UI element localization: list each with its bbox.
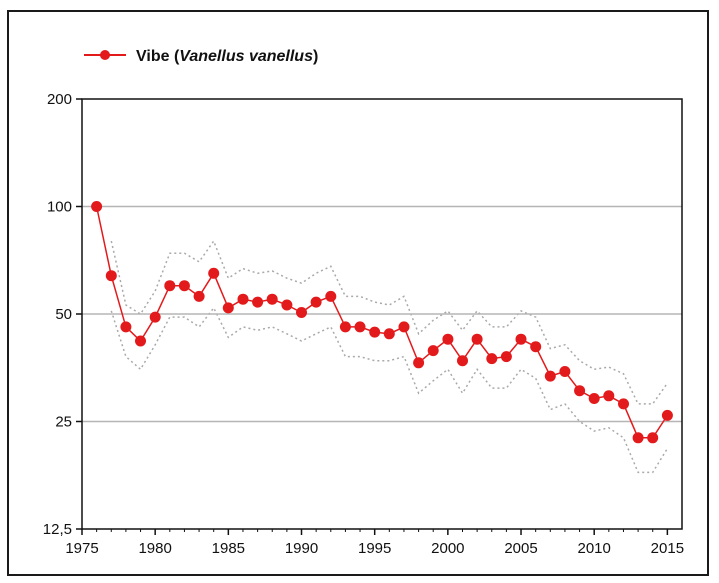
series-line <box>95 206 669 439</box>
data-point <box>442 333 454 345</box>
legend-label-suffix: ) <box>313 48 318 65</box>
data-point <box>457 355 468 367</box>
data-point <box>500 351 512 363</box>
data-point <box>618 398 629 410</box>
data-point <box>178 280 190 292</box>
x-tick-label: 1975 <box>65 540 98 557</box>
data-point <box>91 201 103 212</box>
data-point <box>530 341 542 353</box>
x-tick-label: 2010 <box>578 540 611 557</box>
data-point <box>164 280 176 292</box>
x-tick-label: 1990 <box>285 540 318 557</box>
data-point <box>354 321 366 333</box>
data-point <box>661 409 673 421</box>
data-point <box>222 302 234 314</box>
legend: Vibe (Vanellus vanellus) <box>84 48 318 65</box>
data-point <box>237 293 249 305</box>
data-point <box>252 296 264 308</box>
y-tick-label: 100 <box>47 199 72 216</box>
data-point <box>588 393 600 404</box>
confidence-band <box>110 239 669 474</box>
data-point <box>544 370 556 382</box>
y-tick-label: 200 <box>47 91 72 108</box>
x-tick-label: 1985 <box>212 540 245 557</box>
chart-frame <box>7 10 709 576</box>
data-point <box>632 432 644 444</box>
data-point <box>603 390 615 402</box>
y-tick-label: 12,5 <box>43 521 72 538</box>
data-point <box>266 293 278 305</box>
data-point <box>398 321 410 333</box>
legend-label-prefix: Vibe ( <box>136 48 180 65</box>
plot-area-border <box>81 98 683 530</box>
data-point <box>296 307 307 318</box>
data-point <box>574 385 586 397</box>
y-tick-label: 50 <box>55 306 72 323</box>
data-point <box>383 328 395 340</box>
legend-marker <box>100 50 110 60</box>
data-point <box>559 366 571 377</box>
data-point <box>325 290 337 302</box>
x-tick-label: 2000 <box>431 540 464 557</box>
data-point <box>339 321 351 333</box>
x-tick-label: 1995 <box>358 540 391 557</box>
legend-label: Vibe (Vanellus vanellus) <box>136 48 318 65</box>
data-point <box>149 311 161 323</box>
axes: 200 100 50 25 12,5 1975 1980 1985 1990 1995 2000 20… <box>43 91 684 557</box>
data-point <box>471 333 483 345</box>
data-point <box>486 353 498 365</box>
legend-label-latin: Vanellus vanellus <box>179 48 313 65</box>
data-point <box>413 357 425 369</box>
data-point <box>105 270 117 282</box>
gridlines <box>82 205 682 423</box>
x-tick-label: 1980 <box>138 540 171 557</box>
data-point <box>135 335 146 347</box>
data-point <box>120 321 132 333</box>
ci-upper-line <box>110 239 669 405</box>
data-point <box>310 296 322 308</box>
data-point <box>647 432 659 444</box>
data-point <box>281 299 293 311</box>
ci-lower-line <box>110 306 669 474</box>
series-vibe <box>91 201 673 444</box>
data-point <box>369 326 381 338</box>
x-tick-label: 2015 <box>651 540 684 557</box>
x-tick-label: 2005 <box>504 540 537 557</box>
y-tick-label: 25 <box>55 414 72 431</box>
data-point <box>208 267 220 279</box>
data-point <box>427 345 439 357</box>
data-point <box>193 290 205 302</box>
data-point <box>515 333 527 345</box>
